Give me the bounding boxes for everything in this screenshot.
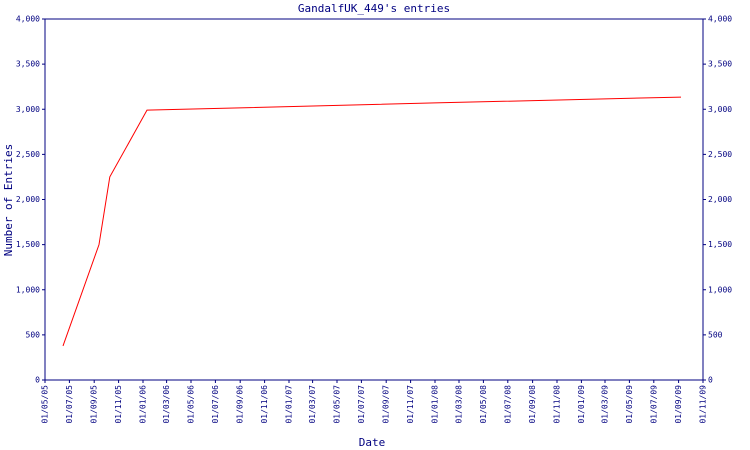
y-tick-label: 500 — [26, 330, 41, 339]
x-tick-label: 01/11/06 — [260, 385, 269, 424]
y-tick-label: 2,500 — [16, 150, 40, 159]
x-tick-label: 01/07/09 — [649, 385, 658, 424]
y2-tick-label: 0 — [708, 376, 713, 385]
x-tick-label: 01/11/07 — [406, 385, 415, 424]
y-tick-label: 4,000 — [16, 15, 40, 24]
y-tick-label: 3,000 — [16, 105, 40, 114]
x-tick-label: 01/09/07 — [382, 385, 391, 424]
x-tick-label: 01/01/07 — [285, 385, 294, 424]
x-tick-label: 01/11/09 — [699, 385, 708, 424]
y2-tick-label: 4,000 — [708, 15, 732, 24]
y2-tick-label: 1,500 — [708, 240, 732, 249]
x-tick-label: 01/03/09 — [601, 385, 610, 424]
y2-tick-label: 500 — [708, 330, 723, 339]
x-tick-label: 01/07/05 — [65, 385, 74, 424]
x-tick-label: 01/03/06 — [162, 385, 171, 424]
y2-tick-label: 3,000 — [708, 105, 732, 114]
data-line — [62, 96, 682, 347]
y-axis-label: Number of Entries — [2, 144, 15, 257]
x-tick-label: 01/07/06 — [211, 385, 220, 424]
x-tick-label: 01/11/08 — [553, 385, 562, 424]
x-tick-label: 01/09/09 — [674, 385, 683, 424]
y2-tick-label: 3,500 — [708, 60, 732, 69]
x-tick-label: 01/09/08 — [528, 385, 537, 424]
y-tick-label: 1,000 — [16, 285, 40, 294]
x-tick-label: 01/09/06 — [236, 385, 245, 424]
y2-tick-label: 2,000 — [708, 195, 732, 204]
chart-title: GandalfUK_449's entries — [298, 2, 450, 15]
y2-tick-label: 1,000 — [708, 285, 732, 294]
x-tick-label: 01/05/07 — [333, 385, 342, 424]
x-tick-label: 01/05/09 — [625, 385, 634, 424]
x-tick-label: 01/03/08 — [455, 385, 464, 424]
x-tick-label: 01/03/07 — [308, 385, 317, 424]
x-tick-label: 01/11/05 — [114, 385, 123, 424]
y-tick-label: 3,500 — [16, 60, 40, 69]
x-tick-label: 01/01/08 — [431, 385, 440, 424]
x-tick-label: 01/05/06 — [187, 385, 196, 424]
x-axis-label: Date — [359, 436, 386, 449]
y-tick-label: 2,000 — [16, 195, 40, 204]
y-tick-label: 0 — [35, 376, 40, 385]
y-tick-label: 1,500 — [16, 240, 40, 249]
x-tick-label: 01/05/05 — [41, 385, 50, 424]
x-tick-label: 01/05/08 — [479, 385, 488, 424]
x-tick-label: 01/01/06 — [139, 385, 148, 424]
x-tick-label: 01/07/08 — [503, 385, 512, 424]
x-tick-label: 01/01/09 — [577, 385, 586, 424]
x-tick-label: 01/07/07 — [357, 385, 366, 424]
y2-tick-label: 2,500 — [708, 150, 732, 159]
x-tick-label: 01/09/05 — [90, 385, 99, 424]
